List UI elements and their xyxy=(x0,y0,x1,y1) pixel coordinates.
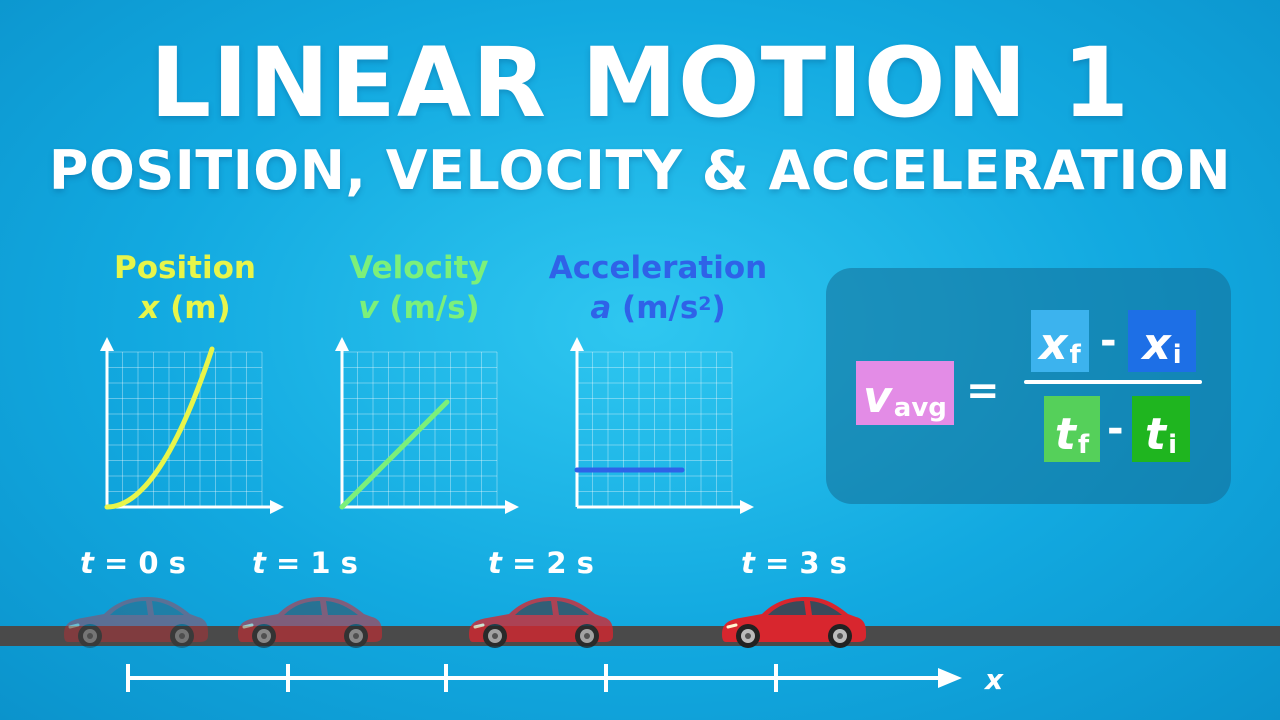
x-axis-arrow xyxy=(505,500,519,514)
t-initial-main: t xyxy=(1145,409,1167,460)
position-unit-text: (m) xyxy=(159,290,231,326)
y-axis-arrow xyxy=(335,337,349,351)
time-label-2: t = 2 s xyxy=(488,545,594,581)
time-label-3: t = 3 s xyxy=(741,545,847,581)
velocity-unit-text: (m/s) xyxy=(378,290,480,326)
car-0 xyxy=(62,595,210,650)
time-label-0: t = 0 s xyxy=(80,545,186,581)
x-axis-arrow xyxy=(270,500,284,514)
t-final-sub: f xyxy=(1077,430,1090,460)
time-var-1: t xyxy=(252,546,266,580)
subtitle: POSITION, VELOCITY & ACCELERATION xyxy=(48,139,1232,202)
time-text-3: = 3 s xyxy=(754,546,847,580)
acceleration-unit: a (m/s2) xyxy=(538,288,778,328)
car-3 xyxy=(720,595,868,650)
t-final-main: t xyxy=(1054,409,1076,460)
car-1 xyxy=(236,595,384,650)
x-initial-sub: i xyxy=(1172,340,1182,370)
position-name: Position xyxy=(114,250,256,286)
velocity-label: Velocity v (m/s) xyxy=(299,248,539,328)
position-var: x xyxy=(139,290,160,326)
x-final-sub: f xyxy=(1069,340,1081,370)
y-axis-arrow xyxy=(100,337,114,351)
acceleration-graph xyxy=(570,337,754,514)
velocity-name: Velocity xyxy=(349,250,489,286)
t-initial-sub: i xyxy=(1168,430,1177,460)
v-avg-main: v xyxy=(863,372,892,423)
velocity-var: v xyxy=(358,290,379,326)
y-axis-arrow xyxy=(570,337,584,351)
time-text-2: = 2 s xyxy=(501,546,594,580)
car-2 xyxy=(467,595,615,650)
velocity-unit: v (m/s) xyxy=(299,288,539,328)
position-graph xyxy=(100,337,284,514)
position-label: Position x (m) xyxy=(65,248,305,328)
acceleration-name: Acceleration xyxy=(548,250,768,286)
time-label-1: t = 1 s xyxy=(252,545,358,581)
denominator-minus: - xyxy=(1107,406,1124,452)
time-text-0: = 0 s xyxy=(93,546,186,580)
main-title: LINEAR MOTION 1 xyxy=(150,27,1130,139)
acceleration-var: a xyxy=(590,290,612,326)
x-axis-label: x xyxy=(983,663,1004,696)
v-avg-tile: v avg xyxy=(856,361,954,425)
equals-sign: = xyxy=(966,368,1000,414)
position-unit: x (m) xyxy=(65,288,305,328)
time-var-2: t xyxy=(488,546,502,580)
acceleration-label: Acceleration a (m/s2) xyxy=(538,248,778,328)
time-var-0: t xyxy=(80,546,94,580)
time-var-3: t xyxy=(741,546,755,580)
x-initial-main: x xyxy=(1142,319,1171,370)
x-final-main: x xyxy=(1039,319,1068,370)
velocity-graph xyxy=(335,337,519,514)
numerator-minus: - xyxy=(1100,318,1117,364)
acceleration-unit-close: ) xyxy=(711,290,726,326)
x-axis-arrow xyxy=(740,500,754,514)
time-text-1: = 1 s xyxy=(265,546,358,580)
graph-curve xyxy=(104,346,215,510)
acceleration-unit-text: (m/s xyxy=(611,290,699,326)
v-avg-sub: avg xyxy=(893,393,947,423)
acceleration-unit-sup: 2 xyxy=(698,293,712,315)
graph-curve xyxy=(339,399,450,510)
fraction-bar xyxy=(1024,380,1202,384)
position-axis-arrow xyxy=(938,668,962,688)
